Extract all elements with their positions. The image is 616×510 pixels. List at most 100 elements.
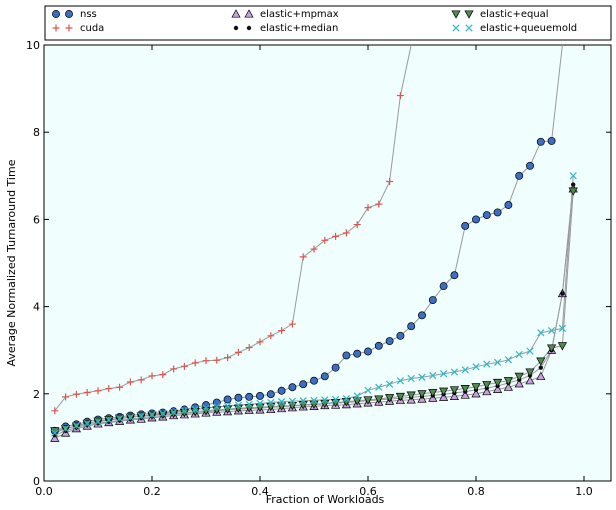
- legend-marker-elastic-median: [246, 25, 252, 31]
- data-point-elastic-queuemold: [245, 400, 253, 408]
- data-point-elastic-queuemold: [418, 373, 426, 381]
- data-point-cuda: [137, 376, 145, 384]
- legend-label-elastic-mpmax: elastic+mpmax: [260, 9, 339, 20]
- data-point-elastic-queuemold: [342, 394, 351, 403]
- legend-item-cuda: cuda: [52, 23, 104, 34]
- data-point-elastic-median: [571, 182, 576, 187]
- data-point-elastic-equal: [374, 395, 384, 404]
- legend-marker-elastic-equal: [464, 10, 474, 19]
- legend-label-elastic-median: elastic+median: [260, 23, 338, 34]
- x-tick-label: 0.6: [359, 485, 377, 498]
- data-point-elastic-equal: [385, 394, 395, 403]
- data-point-elastic-queuemold: [234, 401, 243, 409]
- data-point-nss: [461, 221, 470, 230]
- data-point-nss: [223, 395, 232, 404]
- data-point-nss: [374, 341, 383, 350]
- y-tick-label: 6: [33, 213, 40, 226]
- series-points-cuda: [51, 92, 404, 415]
- data-point-cuda: [332, 232, 340, 240]
- data-point-nss: [310, 376, 318, 385]
- data-point-elastic-queuemold: [223, 402, 232, 410]
- data-point-cuda: [364, 204, 372, 212]
- data-point-nss: [320, 372, 329, 381]
- legend-label-nss: nss: [80, 9, 97, 20]
- data-point-elastic-equal: [493, 378, 503, 388]
- legend-label-elastic-queuemold: elastic+queuemold: [480, 23, 577, 34]
- data-point-cuda: [288, 320, 296, 328]
- data-point-elastic-equal: [503, 377, 513, 386]
- x-tick-label: 0.0: [35, 485, 53, 498]
- data-point-elastic-equal: [557, 342, 567, 351]
- data-point-cuda: [234, 348, 242, 356]
- data-point-elastic-queuemold: [537, 329, 545, 337]
- data-point-nss: [547, 136, 556, 145]
- data-point-elastic-queuemold: [364, 386, 372, 394]
- data-point-elastic-median: [560, 291, 565, 296]
- data-point-elastic-queuemold: [429, 371, 437, 380]
- data-point-elastic-queuemold: [439, 370, 448, 378]
- data-point-elastic-equal: [406, 391, 416, 400]
- data-point-elastic-queuemold: [299, 397, 307, 405]
- data-point-cuda: [191, 359, 199, 367]
- data-point-cuda: [278, 327, 286, 335]
- data-point-elastic-mpmax: [417, 394, 427, 403]
- data-point-elastic-queuemold: [569, 172, 577, 180]
- data-point-elastic-mpmax: [50, 433, 60, 442]
- data-point-elastic-equal: [471, 383, 481, 392]
- data-point-elastic-queuemold: [375, 383, 383, 391]
- legend-marker-nss: [65, 10, 73, 18]
- data-point-elastic-mpmax: [449, 391, 459, 400]
- data-point-nss: [536, 137, 545, 146]
- legend-item-nss: nss: [52, 9, 97, 20]
- data-point-nss: [526, 161, 534, 170]
- data-point-elastic-queuemold: [483, 360, 491, 368]
- data-point-nss: [288, 383, 297, 392]
- data-point-cuda: [386, 177, 394, 185]
- data-point-nss: [504, 201, 513, 209]
- legend-label-cuda: cuda: [80, 23, 104, 34]
- y-axis-label: Average Normalized Turnaround Time: [5, 159, 18, 366]
- data-point-cuda: [396, 92, 404, 100]
- data-point-cuda: [224, 354, 232, 362]
- data-point-nss: [418, 311, 426, 320]
- x-tick-label: 1.0: [575, 485, 593, 498]
- data-point-elastic-queuemold: [61, 425, 70, 433]
- data-point-cuda: [116, 383, 124, 391]
- data-point-nss: [428, 296, 437, 305]
- y-tick-label: 4: [33, 301, 40, 314]
- data-point-elastic-mpmax: [428, 393, 438, 402]
- data-point-elastic-equal: [417, 390, 427, 399]
- data-point-elastic-queuemold: [148, 411, 156, 419]
- data-point-elastic-queuemold: [407, 374, 415, 383]
- data-point-nss: [277, 386, 286, 395]
- legend-marker-cuda: [65, 24, 73, 32]
- data-point-elastic-equal: [568, 187, 578, 196]
- legend-marker-elastic-mpmax: [231, 9, 241, 18]
- data-point-cuda: [180, 362, 188, 370]
- data-point-cuda: [245, 344, 253, 352]
- data-point-elastic-queuemold: [126, 413, 135, 421]
- data-point-elastic-queuemold: [83, 419, 91, 428]
- data-point-elastic-equal: [277, 402, 287, 411]
- data-point-elastic-queuemold: [385, 380, 394, 388]
- y-tick-label: 2: [33, 388, 40, 401]
- data-point-nss: [266, 390, 275, 399]
- x-tick-label: 0.8: [467, 485, 485, 498]
- data-point-cuda: [94, 387, 102, 395]
- data-point-elastic-mpmax: [482, 386, 492, 396]
- legend-item-elastic-median: elastic+median: [233, 23, 338, 34]
- data-point-elastic-equal: [428, 388, 438, 398]
- data-point-elastic-queuemold: [547, 326, 556, 335]
- data-point-nss: [331, 363, 340, 372]
- data-point-elastic-queuemold: [353, 392, 361, 400]
- x-tick-label: 0.4: [251, 485, 269, 498]
- data-point-elastic-queuemold: [310, 396, 318, 404]
- data-point-elastic-equal: [460, 385, 470, 394]
- data-point-elastic-mpmax: [439, 392, 449, 401]
- data-point-cuda: [342, 229, 350, 237]
- data-point-nss: [385, 337, 394, 345]
- legend-marker-elastic-equal: [451, 10, 461, 19]
- data-point-elastic-mpmax: [493, 384, 503, 393]
- data-point-nss: [439, 282, 448, 291]
